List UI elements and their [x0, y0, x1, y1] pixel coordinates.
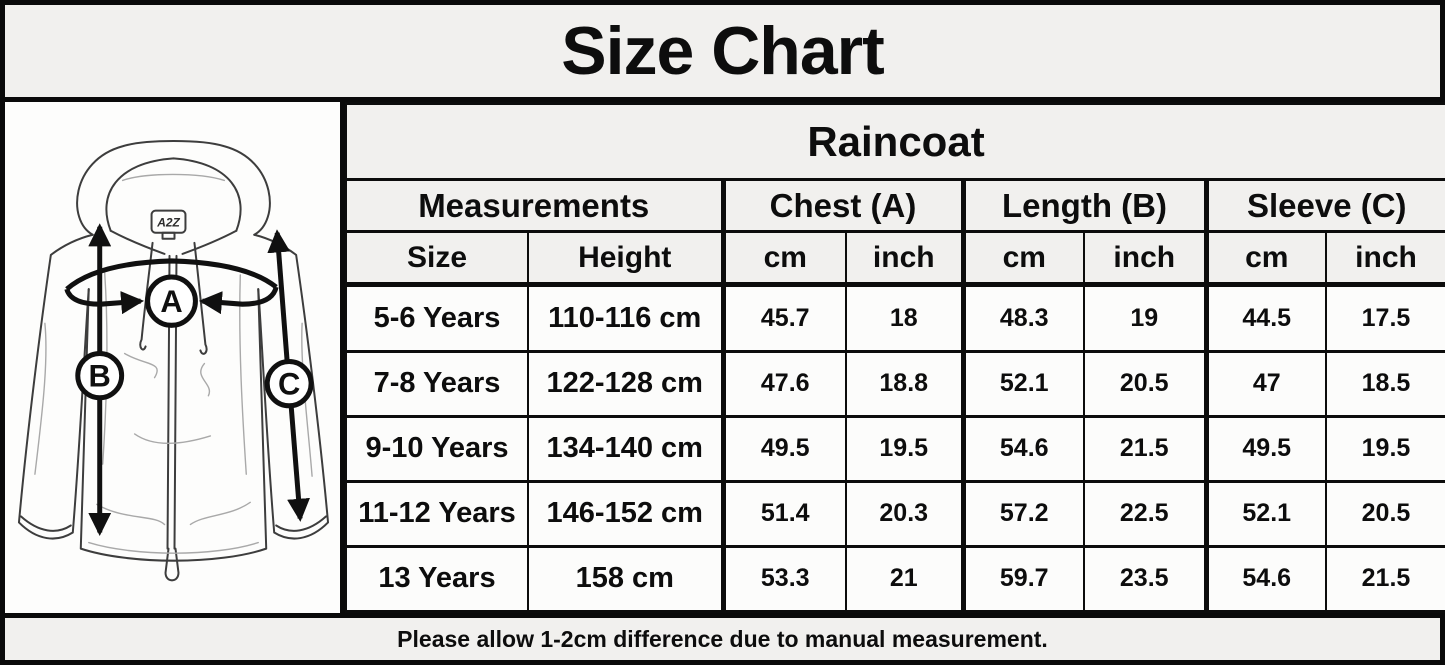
- size-cell: 7-8 Years: [345, 349, 529, 418]
- subheader-height: Height: [527, 230, 724, 287]
- size-cell: 13 Years: [345, 544, 529, 614]
- brand-tag: A2Z: [150, 209, 187, 240]
- table-row: 5-6 Years 110-116 cm 45.7 18 48.3 19 44.…: [345, 283, 1445, 353]
- height-cell: 122-128 cm: [527, 349, 724, 418]
- chest-cm-cell: 45.7: [720, 283, 847, 353]
- chest-cm-cell: 51.4: [720, 479, 847, 548]
- size-table: Raincoat Measurements Chest (A) Length (…: [345, 102, 1445, 614]
- sleeve-cm-cell: 44.5: [1203, 283, 1327, 353]
- length-cm-cell: 54.6: [960, 414, 1085, 483]
- length-inch-cell: 19: [1083, 283, 1207, 353]
- length-inch-cell: 23.5: [1083, 544, 1207, 614]
- chest-cm-cell: 53.3: [720, 544, 847, 614]
- subheader-sleeve-cm: cm: [1203, 230, 1327, 287]
- table-row: 7-8 Years 122-128 cm 47.6 18.8 52.1 20.5…: [345, 349, 1445, 418]
- table-row: 13 Years 158 cm 53.3 21 59.7 23.5 54.6 2…: [345, 544, 1445, 614]
- table-row: 11-12 Years 146-152 cm 51.4 20.3 57.2 22…: [345, 479, 1445, 548]
- raincoat-sketch-svg: A2Z: [17, 140, 330, 582]
- length-cm-cell: 57.2: [960, 479, 1085, 548]
- length-cm-cell: 59.7: [960, 544, 1085, 614]
- size-cell: 9-10 Years: [345, 414, 529, 483]
- group-header-length: Length (B): [960, 178, 1207, 233]
- length-cm-cell: 48.3: [960, 283, 1085, 353]
- height-cell: 110-116 cm: [527, 283, 724, 353]
- subheader-sleeve-inch: inch: [1325, 230, 1445, 287]
- size-cell: 11-12 Years: [345, 479, 529, 548]
- chest-inch-cell: 18: [845, 283, 964, 353]
- table-row: 9-10 Years 134-140 cm 49.5 19.5 54.6 21.…: [345, 414, 1445, 483]
- length-inch-cell: 21.5: [1083, 414, 1207, 483]
- chest-inch-cell: 21: [845, 544, 964, 614]
- subheader-size: Size: [345, 230, 529, 287]
- length-inch-cell: 20.5: [1083, 349, 1207, 418]
- length-cm-cell: 52.1: [960, 349, 1085, 418]
- group-header-sleeve: Sleeve (C): [1203, 178, 1445, 233]
- subheader-length-inch: inch: [1083, 230, 1207, 287]
- sleeve-label-circle: [264, 359, 314, 409]
- chest-inch-cell: 20.3: [845, 479, 964, 548]
- sleeve-inch-cell: 17.5: [1325, 283, 1445, 353]
- size-table-panel: Raincoat Measurements Chest (A) Length (…: [345, 102, 1445, 614]
- chest-cm-cell: 49.5: [720, 414, 847, 483]
- sleeve-inch-cell: 19.5: [1325, 414, 1445, 483]
- measurement-disclaimer: Please allow 1-2cm difference due to man…: [5, 613, 1440, 660]
- sleeve-cm-cell: 54.6: [1203, 544, 1327, 614]
- sleeve-inch-cell: 18.5: [1325, 349, 1445, 418]
- brand-tag-label: A2Z: [156, 216, 180, 230]
- subheader-chest-inch: inch: [845, 230, 964, 287]
- subheader-chest-cm: cm: [720, 230, 847, 287]
- sleeve-cm-cell: 47: [1203, 349, 1327, 418]
- chest-inch-cell: 19.5: [845, 414, 964, 483]
- size-cell: 5-6 Years: [345, 283, 529, 353]
- height-cell: 134-140 cm: [527, 414, 724, 483]
- length-label-circle: [75, 350, 125, 401]
- sleeve-inch-cell: 21.5: [1325, 544, 1445, 614]
- sleeve-inch-cell: 20.5: [1325, 479, 1445, 548]
- chest-cm-cell: 47.6: [720, 349, 847, 418]
- height-cell: 158 cm: [527, 544, 724, 614]
- raincoat-diagram: A2Z: [5, 102, 345, 613]
- chest-inch-cell: 18.8: [845, 349, 964, 418]
- chest-label-circle: [145, 274, 198, 328]
- page-title: Size Chart: [5, 5, 1440, 102]
- sleeve-label: C: [278, 367, 300, 402]
- group-header-chest: Chest (A): [720, 178, 964, 233]
- sleeve-cm-cell: 52.1: [1203, 479, 1327, 548]
- length-label: B: [89, 359, 111, 394]
- group-header-measurements: Measurements: [345, 178, 724, 233]
- sleeve-cm-cell: 49.5: [1203, 414, 1327, 483]
- subheader-length-cm: cm: [960, 230, 1085, 287]
- main-area: A2Z: [5, 102, 1445, 614]
- product-name-header: Raincoat: [345, 102, 1445, 181]
- length-inch-cell: 22.5: [1083, 479, 1207, 548]
- chest-label: A: [160, 284, 182, 319]
- height-cell: 146-152 cm: [527, 479, 724, 548]
- measure-sleeve: [267, 229, 310, 522]
